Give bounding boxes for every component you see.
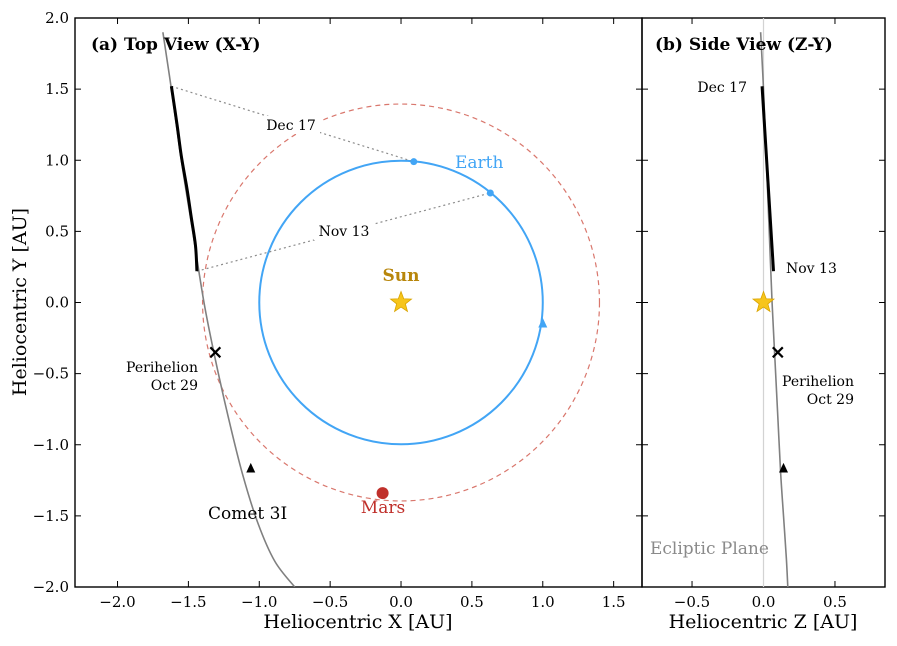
perihelion-cross-stroke [772,346,784,359]
panel-a-xlabel: Heliocentric X [AU] [263,611,452,633]
panel-a-title: (a) Top View (X-Y) [91,35,261,55]
sightline-label-dec17: Dec 17 [266,118,316,134]
panel-a-ytick-label: −2.0 [33,578,69,596]
perihelion-side-label-line1: Perihelion [782,374,854,390]
panel-a-ytick-label: 1.5 [45,80,69,98]
panel-a-ytick-label: −1.5 [33,507,69,525]
perihelion-marker-side [772,346,784,359]
sun-star-side [751,290,776,313]
panel-a-xtick-label: 1.0 [531,593,555,611]
panel-b-xtick-label: −0.5 [674,593,710,611]
panel-b-plot [751,18,789,587]
nov13-label-bg [314,222,374,240]
mars-planet [376,487,389,500]
panel-a-xtick-label: 1.5 [602,593,626,611]
panel-b: −0.5 0.0 0.5 (b) Side View (Z-Y) Dec 17 No… [641,17,886,633]
panel-a-ytick-label: 2.0 [45,9,69,27]
perihelion-label-line1: Perihelion [126,360,198,376]
comet-direction-arrow-side [779,462,789,473]
panel-b-title: (b) Side View (Z-Y) [655,35,833,55]
panel-a-xtick-label: 0.0 [389,593,413,611]
dec17-label-bg [262,116,320,134]
panel-a-ytick-label: 1.0 [45,151,69,169]
perihelion-marker [209,346,222,359]
date-label-dec17: Dec 17 [697,80,747,96]
earth-position-dec17 [410,158,418,166]
ecliptic-plane-label: Ecliptic Plane [650,539,769,559]
mars-label: Mars [361,498,405,518]
comet-direction-arrow [246,462,256,473]
comet-observed-arc [169,86,199,272]
panel-a-ticks: −2.0 −1.5 −1.0 −0.5 0.0 0.5 1.0 1.5 −2.0 −1.5 −1.0… [33,9,642,611]
mars-orbit [201,103,601,502]
panel-b-xtick-label: 0.0 [752,593,776,611]
panel-a-ytick-label: 0.0 [45,294,69,312]
comet-label: Comet 3I [208,504,287,524]
earth-direction-arrow [538,317,548,328]
perihelion-label-line2: Oct 29 [151,378,198,394]
date-label-nov13: Nov 13 [786,261,837,277]
panel-a-xtick-label: −1.5 [170,593,206,611]
panel-a-xtick-label: −2.0 [99,593,135,611]
panel-a-frame [74,17,643,588]
sun-label: Sun [383,266,420,286]
panel-a: −2.0 −1.5 −1.0 −0.5 0.0 0.5 1.0 1.5 −2.0 −1.5 −1.0… [9,9,643,633]
sun-star [389,290,413,313]
panel-a-ylabel: Heliocentric Y [AU] [9,208,31,396]
panel-a-xtick-label: −0.5 [312,593,348,611]
panel-a-xtick-label: −1.0 [241,593,277,611]
panel-a-ytick-label: 0.5 [45,222,69,240]
panel-a-ytick-label: −1.0 [33,436,69,454]
comet-observed-arc-side [760,86,776,272]
sightline-label-nov13: Nov 13 [319,224,370,240]
panel-b-ticks: −0.5 0.0 0.5 [642,17,885,611]
panel-b-xtick-label: 0.5 [823,593,847,611]
perihelion-cross-stroke [209,346,222,359]
earth-position-nov13 [486,189,494,197]
earth-orbit [258,159,544,446]
perihelion-side-label-line2: Oct 29 [807,392,854,408]
panel-a-xtick-label: 0.5 [460,593,484,611]
panel-a-ytick-label: −0.5 [33,365,69,383]
panel-b-xlabel: Heliocentric Z [AU] [669,611,858,633]
earth-label: Earth [455,153,504,173]
